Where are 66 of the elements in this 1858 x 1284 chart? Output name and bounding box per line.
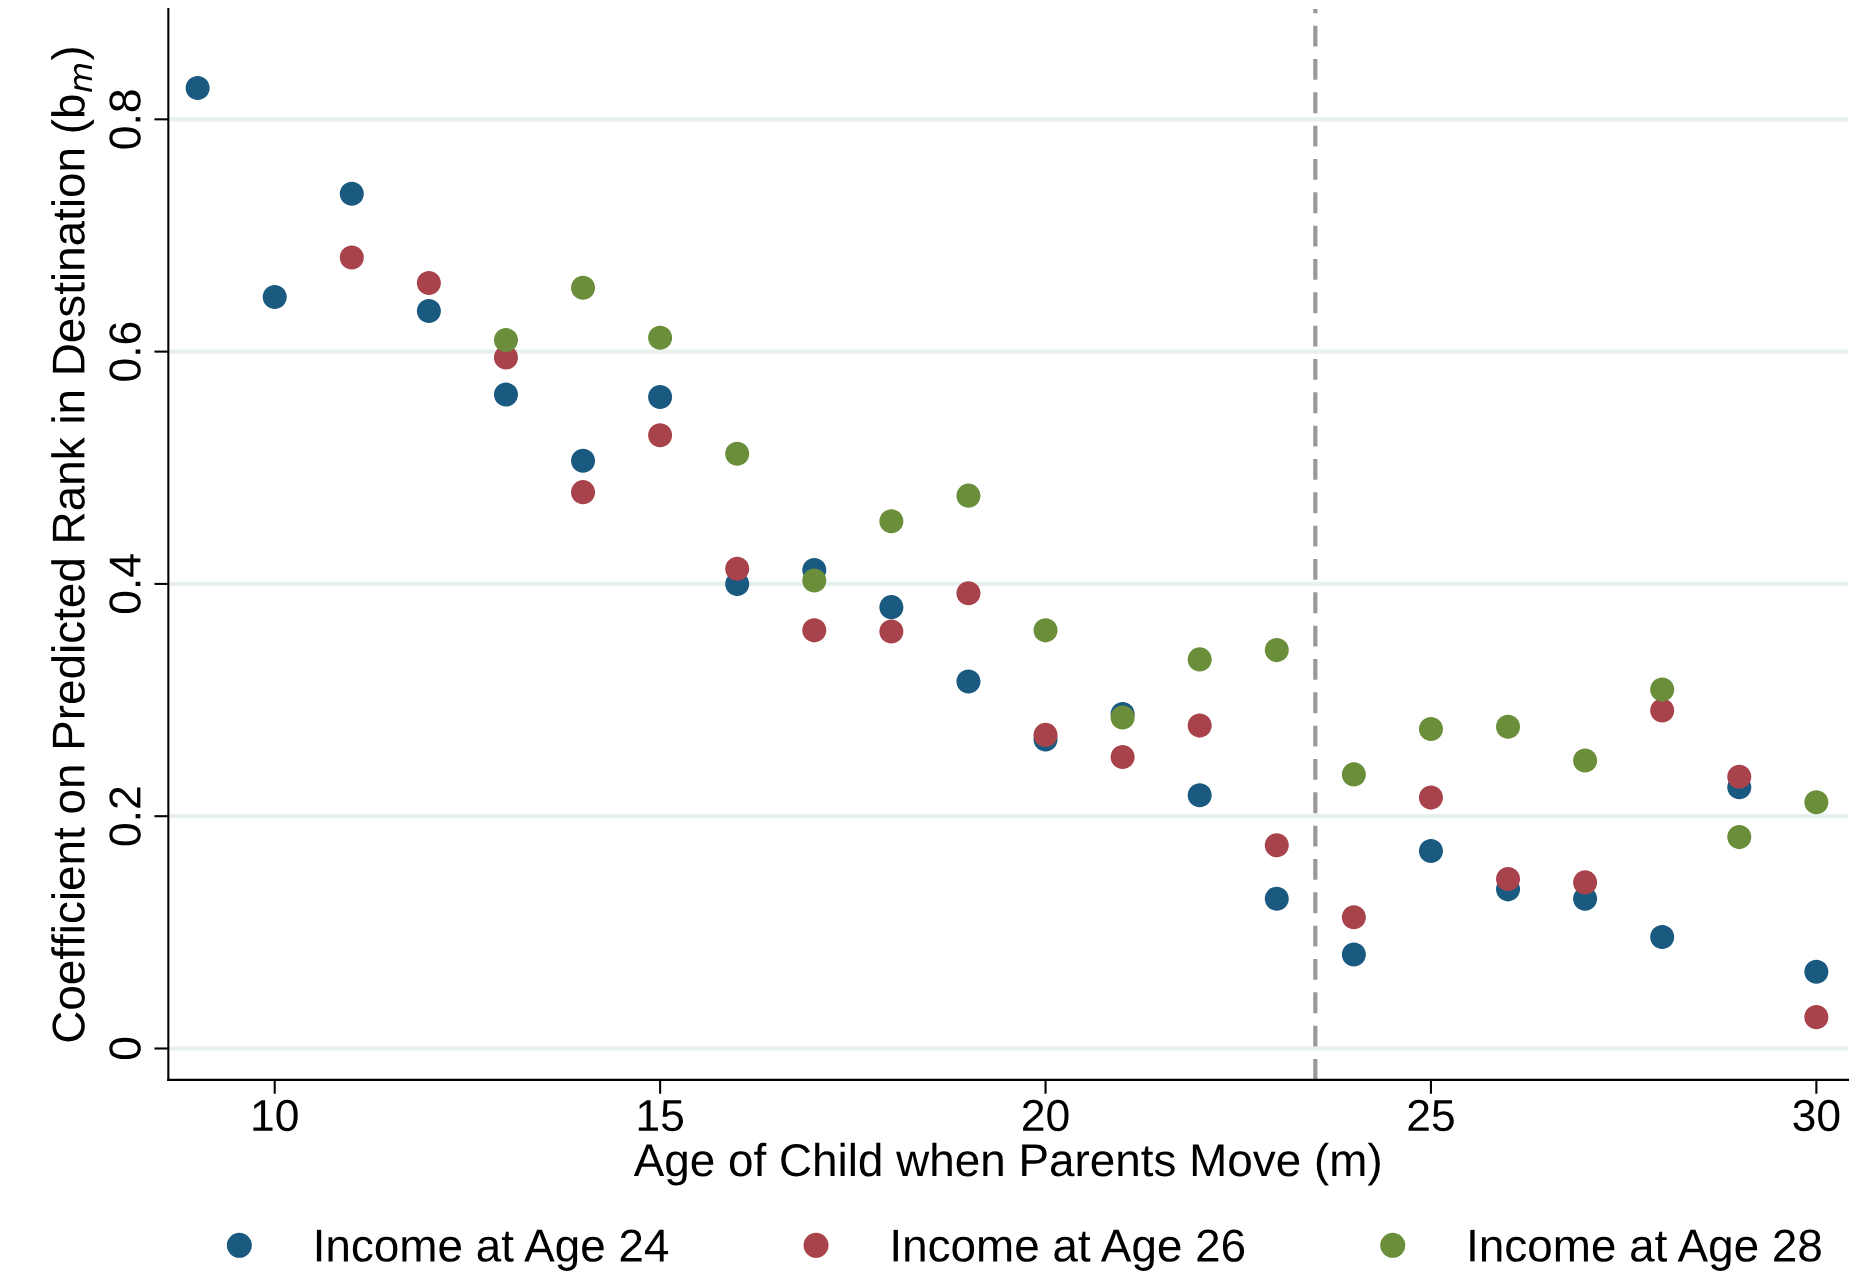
- point: [1341, 905, 1366, 930]
- point: [1187, 713, 1212, 738]
- point: [1264, 833, 1289, 858]
- point: [1804, 959, 1829, 984]
- point: [571, 448, 596, 473]
- point: [416, 271, 441, 296]
- legend-label: Income at Age 24: [316, 1229, 669, 1271]
- point: [879, 509, 904, 534]
- point: [1418, 717, 1443, 742]
- point: [416, 298, 441, 323]
- point: [648, 325, 673, 350]
- point: [956, 669, 981, 694]
- x-tick-label: 30: [1793, 1099, 1840, 1132]
- point: [262, 285, 287, 310]
- point: [571, 275, 596, 300]
- point: [648, 384, 673, 409]
- point: [1187, 647, 1212, 672]
- point: [648, 423, 673, 448]
- point: [956, 581, 981, 606]
- point: [725, 556, 750, 581]
- point: [802, 618, 827, 643]
- point: [1573, 748, 1598, 773]
- point: [1727, 825, 1752, 850]
- point: [1573, 870, 1598, 895]
- y-tick-label: 0.6: [109, 322, 141, 381]
- point: [339, 245, 364, 270]
- point: [802, 568, 827, 593]
- point: [493, 327, 518, 353]
- x-tick-label: 15: [638, 1100, 683, 1132]
- point: [1650, 924, 1675, 950]
- point: [1650, 698, 1675, 723]
- point: [571, 480, 596, 505]
- point: [879, 619, 904, 644]
- point: [339, 181, 364, 206]
- legend-label: Income at Age 26: [893, 1229, 1245, 1271]
- point: [1033, 618, 1058, 643]
- point: [1804, 1005, 1829, 1030]
- point: [185, 75, 210, 100]
- point: [1110, 744, 1135, 769]
- x-axis-title: Age of Child when Parents Move (m): [633, 1142, 1380, 1186]
- y-tick-label: 0.4: [109, 554, 141, 614]
- point: [879, 595, 904, 620]
- point: [1033, 722, 1058, 747]
- legend-label: Income at Age 28: [1470, 1229, 1821, 1271]
- point: [1496, 866, 1521, 891]
- y-axis-title: Coefficient on Predicted Rank in Destination (b$_{m}$): [51, 48, 94, 1042]
- point: [1804, 790, 1829, 815]
- x-tick-label: 25: [1408, 1099, 1454, 1132]
- point: [1264, 886, 1289, 911]
- point: [493, 382, 518, 407]
- point: [1418, 839, 1443, 864]
- point: [1187, 783, 1212, 808]
- point: [1418, 785, 1443, 810]
- point: [725, 441, 750, 466]
- point: [1496, 714, 1521, 739]
- point: [956, 483, 981, 508]
- y-tick-label: 0.2: [109, 787, 141, 846]
- point: [1341, 762, 1366, 787]
- point: [1650, 677, 1675, 702]
- y-tick-label: 0.8: [109, 90, 141, 149]
- point: [1727, 764, 1752, 789]
- x-tick-label: 20: [1023, 1099, 1069, 1132]
- x-tick-label: 10: [253, 1099, 298, 1132]
- point: [1264, 638, 1289, 663]
- y-tick-label: 0: [109, 1037, 141, 1060]
- point: [1341, 942, 1366, 967]
